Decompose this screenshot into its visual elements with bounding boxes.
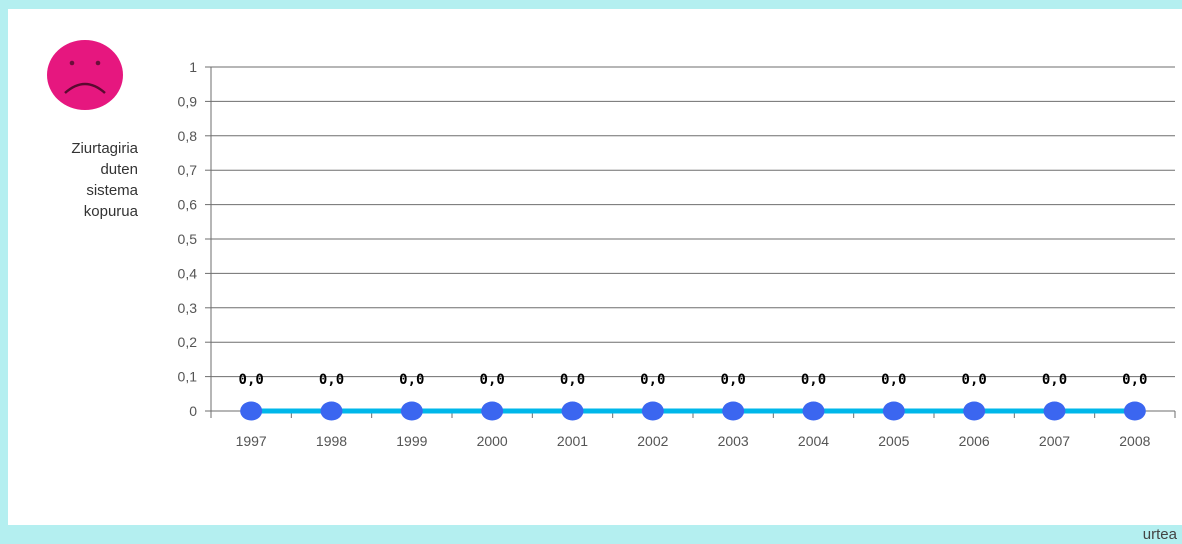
x-tick-label: 1998: [316, 433, 347, 449]
data-label: 0,0: [239, 372, 264, 388]
data-label: 0,0: [1042, 372, 1067, 388]
data-label: 0,0: [640, 372, 665, 388]
data-label: 0,0: [560, 372, 585, 388]
data-point: [963, 401, 986, 421]
data-label: 0,0: [399, 372, 424, 388]
y-tick-labels: 0 0,1 0,2 0,3 0,4 0,5 0,6 0,7 0,8 0,9 1: [178, 59, 198, 419]
data-point: [400, 401, 423, 421]
data-point: [1123, 401, 1146, 421]
data-label: 0,0: [319, 372, 344, 388]
y-tick-label: 0,8: [178, 128, 198, 144]
data-point: [1043, 401, 1066, 421]
x-tick-label: 1999: [396, 433, 427, 449]
x-tick-label: 2005: [878, 433, 909, 449]
data-point: [802, 401, 825, 421]
x-axis-label: urtea: [1142, 526, 1177, 543]
x-tick-label: 2008: [1119, 433, 1150, 449]
data-label: 0,0: [480, 372, 505, 388]
series-0: [240, 401, 1146, 421]
x-tick-label: 2003: [718, 433, 749, 449]
y-tick-label: 0,2: [178, 334, 198, 350]
data-labels: 0,0 0,0 0,0 0,0 0,0 0,0 0,0 0,0 0,0 0,0 0,0 0,0: [239, 372, 1148, 388]
data-label: 0,0: [962, 372, 987, 388]
data-point: [320, 401, 343, 421]
x-tick-label: 2007: [1039, 433, 1070, 449]
y-tick-label: 0,6: [178, 197, 198, 213]
data-label: 0,0: [881, 372, 906, 388]
x-tick-label: 1997: [236, 433, 267, 449]
y-tick-label: 0,7: [178, 162, 198, 178]
y-tick-label: 1: [189, 59, 197, 75]
x-tick-label: 2000: [477, 433, 508, 449]
data-point: [722, 401, 745, 421]
x-tick-labels: 1997 1998 1999 2000 2001 2002 2003 2004 2005 2006…: [236, 433, 1151, 449]
y-tick-label: 0,3: [178, 300, 198, 316]
y-tick-label: 0,9: [178, 93, 198, 109]
x-tick-label: 2001: [557, 433, 588, 449]
data-label: 0,0: [1122, 372, 1147, 388]
y-tick-label: 0,5: [178, 231, 198, 247]
x-tick-label: 2002: [637, 433, 668, 449]
y-axis-label: Ziurtagiria duten sistema kopurua: [71, 140, 138, 220]
sad-face-icon: [47, 40, 123, 110]
data-label: 0,0: [721, 372, 746, 388]
data-point: [481, 401, 504, 421]
data-point: [240, 401, 263, 421]
data-point: [641, 401, 664, 421]
y-tick-label: 0: [189, 403, 197, 419]
y-tick-label: 0,4: [178, 265, 198, 281]
gridlines: [205, 66, 1176, 418]
y-tick-label: 0,1: [178, 369, 198, 385]
x-tick-label: 2004: [798, 433, 829, 449]
data-point: [561, 401, 584, 421]
data-point: [882, 401, 905, 421]
x-tick-label: 2006: [959, 433, 990, 449]
chart-panel: [8, 9, 1182, 525]
data-label: 0,0: [801, 372, 826, 388]
